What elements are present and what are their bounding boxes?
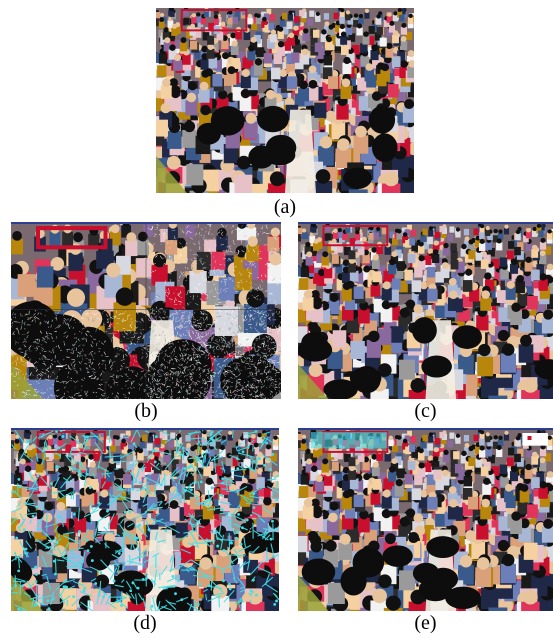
crowd-photo-e xyxy=(298,430,553,611)
panel-c-image xyxy=(298,222,553,399)
caption-c: (c) xyxy=(414,400,437,422)
panel-a-image xyxy=(156,8,414,193)
crowd-photo-d-feature-lines xyxy=(11,430,279,611)
crowd-photo-a xyxy=(156,8,414,193)
caption-a: (a) xyxy=(273,196,297,218)
panel-d-image xyxy=(11,428,279,611)
wavelet-subbands-b xyxy=(11,224,281,399)
caption-d: (d) xyxy=(133,612,157,634)
panel-e-image xyxy=(298,428,553,611)
panel-b-image xyxy=(11,222,281,399)
crowd-photo-c xyxy=(298,224,553,399)
caption-e: (e) xyxy=(414,612,437,634)
caption-b: (b) xyxy=(134,400,158,422)
